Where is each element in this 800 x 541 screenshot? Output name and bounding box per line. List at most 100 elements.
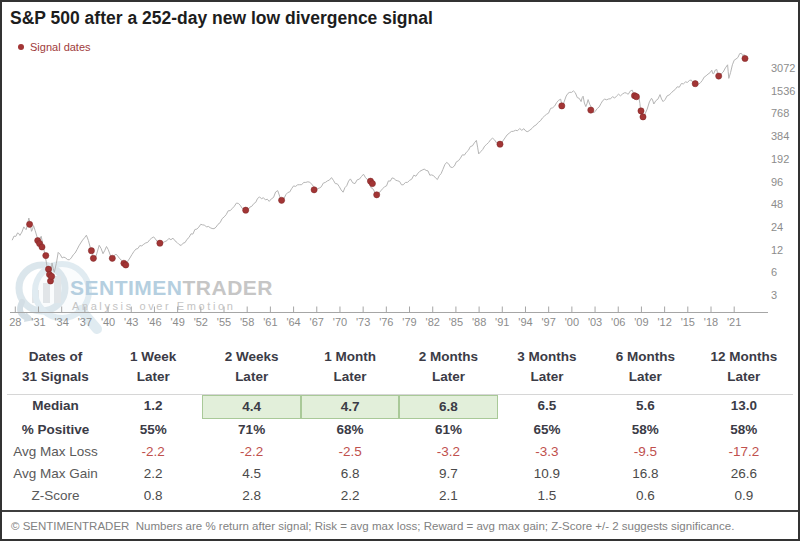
x-tick-label: '91 [495,316,509,328]
x-tick-label: '58 [240,316,254,328]
table-column-header: 1 WeekLater [104,340,202,394]
x-tick-label: '76 [379,316,393,328]
table-column-header: 6 MonthsLater [596,340,694,394]
table-value-cell: 10.9 [498,463,596,485]
table-value-cell: 58% [695,419,793,441]
x-tick-label: '37 [78,316,92,328]
table-value-cell: 2.8 [202,485,300,507]
table-value-cell: 6.8 [301,463,399,485]
watermark-brand: SENTIMENTRADER [70,276,273,299]
table-value-cell: 2.1 [399,485,497,507]
y-tick-label: 3 [771,289,777,301]
table-value-cell: 6.8 [399,395,497,419]
x-tick-label: '85 [449,316,463,328]
x-tick-label: '43 [124,316,138,328]
y-tick-label: 3072 [771,62,795,74]
table-value-cell: 65% [498,419,596,441]
x-tick-label: '09 [634,316,648,328]
chart-title: S&P 500 after a 252-day new low divergen… [10,8,790,29]
x-tick-label: '79 [402,316,416,328]
x-tick-label: 28 [9,316,21,328]
table-value-cell: 26.6 [695,463,793,485]
x-tick-label: '49 [170,316,184,328]
x-tick-label: '03 [588,316,602,328]
table-value-cell: 4.4 [202,395,300,419]
x-tick-label: '21 [727,316,741,328]
y-tick-label: 48 [771,198,783,210]
footer-note: © SENTIMENTRADER Numbers are % return af… [2,510,798,539]
table-value-cell: 9.7 [399,463,497,485]
table-corner-header: Dates of31 Signals [7,340,104,394]
table-value-cell: 0.8 [104,485,202,507]
x-tick-label: '34 [55,316,69,328]
y-tick-label: 96 [771,176,783,188]
table-value-cell: 5.6 [596,395,694,417]
table-column-header: 3 MonthsLater [498,340,596,394]
x-tick-label: '97 [541,316,555,328]
legend-label: Signal dates [30,41,91,53]
row-label: Z-Score [7,485,104,507]
table-value-cell: 1.2 [104,395,202,417]
forward-returns-table: Dates of31 Signals1 WeekLater2 WeeksLate… [7,340,793,507]
x-tick-label: '73 [356,316,370,328]
y-tick-label: 1536 [771,85,795,97]
table-value-cell: 13.0 [695,395,793,417]
table-column-header: 2 MonthsLater [399,340,497,394]
row-label: Median [7,395,104,417]
y-tick-label: 12 [771,244,783,256]
table-value-cell: -2.5 [301,441,399,463]
table-value-cell: 61% [399,419,497,441]
x-tick-label: '88 [472,316,486,328]
row-label: Avg Max Gain [7,463,104,485]
x-tick-label: '64 [286,316,300,328]
x-tick-label: '15 [681,316,695,328]
y-tick-label: 24 [771,221,783,233]
table-value-cell: 4.7 [301,395,399,419]
table-value-cell: -3.2 [399,441,497,463]
x-tick-label: '61 [263,316,277,328]
x-tick-label: '40 [101,316,115,328]
watermark-tagline: Analysis over Emotion [72,300,235,312]
x-tick-label: '18 [704,316,718,328]
table-value-cell: 0.6 [596,485,694,507]
x-tick-label: '70 [333,316,347,328]
table-value-cell: -2.2 [104,441,202,463]
table-value-cell: 55% [104,419,202,441]
table-value-cell: 16.8 [596,463,694,485]
table-value-cell: 2.2 [104,463,202,485]
table-value-cell: 0.9 [695,485,793,507]
table-value-cell: -3.3 [498,441,596,463]
row-label: Avg Max Loss [7,441,104,463]
x-tick-label: '46 [147,316,161,328]
x-tick-label: '06 [611,316,625,328]
table-value-cell: 71% [202,419,300,441]
y-tick-label: 192 [771,153,789,165]
table-value-cell: -9.5 [596,441,694,463]
signal-dot-icon [18,44,24,50]
x-tick-label: '52 [194,316,208,328]
row-label: % Positive [7,419,104,441]
chart-legend: Signal dates [18,41,91,53]
x-tick-label: '00 [565,316,579,328]
x-tick-label: '12 [657,316,671,328]
x-tick-label: '94 [518,316,532,328]
table-column-header: 2 WeeksLater [202,340,300,394]
y-tick-label: 384 [771,130,789,142]
x-tick-label: '55 [217,316,231,328]
table-value-cell: 2.2 [301,485,399,507]
table-value-cell: 4.5 [202,463,300,485]
y-tick-label: 768 [771,107,789,119]
x-tick-label: '67 [310,316,324,328]
table-value-cell: -2.2 [202,441,300,463]
sp500-price-line [12,53,746,282]
x-tick-label: '31 [31,316,45,328]
table-column-header: 1 MonthLater [301,340,399,394]
table-value-cell: 68% [301,419,399,441]
table-value-cell: -17.2 [695,441,793,463]
table-column-header: 12 MonthsLater [695,340,793,394]
y-tick-label: 6 [771,266,777,278]
x-tick-label: '82 [426,316,440,328]
sentimentrader-chart-card: SENTIMENTRADER Analysis over Emotion 28 '… [0,0,800,541]
table-value-cell: 6.5 [498,395,596,417]
table-value-cell: 1.5 [498,485,596,507]
